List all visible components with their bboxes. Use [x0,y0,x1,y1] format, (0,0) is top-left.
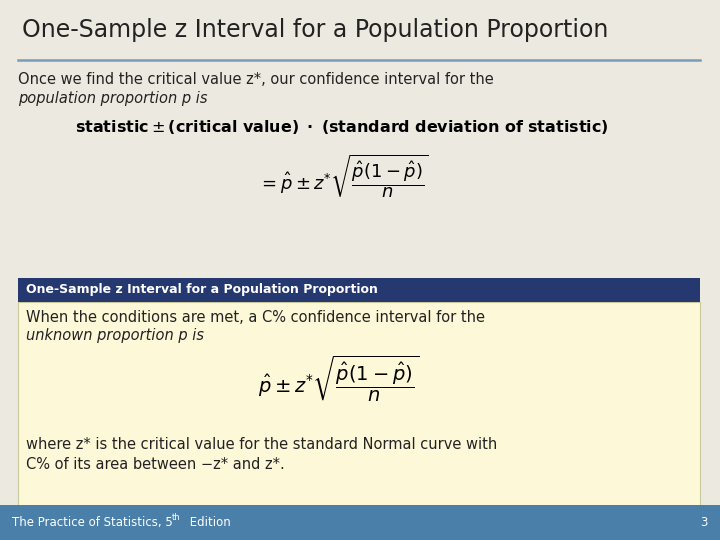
Text: th: th [172,513,181,522]
FancyBboxPatch shape [18,278,700,302]
Text: One-Sample z Interval for a Population Proportion: One-Sample z Interval for a Population P… [26,284,378,296]
Text: unknown proportion p is: unknown proportion p is [26,328,204,343]
Text: $\hat{p} \pm z^{*} \sqrt{\dfrac{\hat{p}(1-\hat{p})}{n}}$: $\hat{p} \pm z^{*} \sqrt{\dfrac{\hat{p}(… [258,354,419,404]
Text: One-Sample z Interval for a Population Proportion: One-Sample z Interval for a Population P… [22,18,608,42]
Text: When the conditions are met, a C% confidence interval for the: When the conditions are met, a C% confid… [26,310,485,325]
Text: where z* is the critical value for the standard Normal curve with: where z* is the critical value for the s… [26,437,498,452]
Text: The Practice of Statistics, 5: The Practice of Statistics, 5 [12,516,173,529]
Text: $= \hat{p} \pm z^{*} \sqrt{\dfrac{\hat{p}(1-\hat{p})}{n}}$: $= \hat{p} \pm z^{*} \sqrt{\dfrac{\hat{p… [258,152,429,200]
Text: Once we find the critical value z*, our confidence interval for the: Once we find the critical value z*, our … [18,72,494,87]
Text: population proportion p is: population proportion p is [18,91,207,106]
Text: C% of its area between −z* and z*.: C% of its area between −z* and z*. [26,457,284,472]
Text: $\mathbf{statistic} \pm \mathbf{(critical\ value)\ \cdot\ (standard\ deviation\ : $\mathbf{statistic} \pm \mathbf{(critica… [75,118,608,136]
FancyBboxPatch shape [0,505,720,540]
Text: 3: 3 [701,516,708,529]
Text: Edition: Edition [186,516,230,529]
FancyBboxPatch shape [18,302,700,522]
